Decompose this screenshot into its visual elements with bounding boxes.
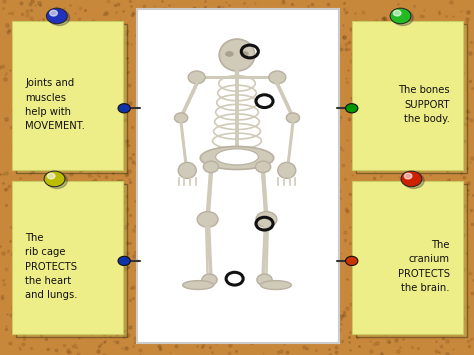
Circle shape bbox=[50, 10, 57, 16]
Circle shape bbox=[255, 161, 271, 173]
Circle shape bbox=[286, 113, 300, 123]
Text: The
rib cage
PROTECTS
the heart
and lungs.: The rib cage PROTECTS the heart and lung… bbox=[25, 233, 78, 300]
Circle shape bbox=[202, 274, 217, 285]
Circle shape bbox=[197, 212, 218, 227]
Circle shape bbox=[256, 212, 277, 227]
Ellipse shape bbox=[216, 149, 258, 165]
FancyBboxPatch shape bbox=[356, 24, 467, 173]
Circle shape bbox=[46, 173, 67, 189]
Circle shape bbox=[44, 171, 65, 187]
Circle shape bbox=[203, 161, 219, 173]
Ellipse shape bbox=[178, 162, 196, 179]
Circle shape bbox=[401, 171, 422, 187]
Circle shape bbox=[393, 10, 401, 16]
Circle shape bbox=[346, 256, 358, 266]
FancyBboxPatch shape bbox=[16, 24, 127, 173]
FancyBboxPatch shape bbox=[352, 181, 463, 334]
Text: Joints and
muscles
help with
MOVEMENT.: Joints and muscles help with MOVEMENT. bbox=[25, 78, 85, 131]
Ellipse shape bbox=[219, 39, 255, 71]
Ellipse shape bbox=[260, 280, 291, 290]
Ellipse shape bbox=[182, 280, 213, 290]
Circle shape bbox=[346, 104, 358, 113]
Text: The bones
SUPPORT
the body.: The bones SUPPORT the body. bbox=[398, 86, 450, 124]
Circle shape bbox=[118, 256, 130, 266]
Circle shape bbox=[404, 173, 412, 179]
Ellipse shape bbox=[278, 162, 296, 179]
Circle shape bbox=[47, 173, 55, 179]
Circle shape bbox=[392, 10, 413, 26]
FancyBboxPatch shape bbox=[12, 181, 123, 334]
FancyBboxPatch shape bbox=[16, 184, 127, 337]
Circle shape bbox=[269, 71, 286, 84]
FancyBboxPatch shape bbox=[137, 9, 339, 343]
Ellipse shape bbox=[225, 51, 234, 57]
Circle shape bbox=[174, 113, 188, 123]
Circle shape bbox=[257, 274, 272, 285]
Circle shape bbox=[188, 71, 205, 84]
FancyBboxPatch shape bbox=[352, 21, 463, 170]
Circle shape bbox=[46, 8, 67, 24]
FancyBboxPatch shape bbox=[356, 184, 467, 337]
Ellipse shape bbox=[240, 51, 249, 57]
Circle shape bbox=[403, 173, 424, 189]
Text: The
cranium
PROTECTS
the brain.: The cranium PROTECTS the brain. bbox=[398, 240, 450, 293]
FancyBboxPatch shape bbox=[12, 21, 123, 170]
Ellipse shape bbox=[200, 146, 274, 169]
Circle shape bbox=[390, 8, 411, 24]
Circle shape bbox=[49, 10, 70, 26]
Circle shape bbox=[118, 104, 130, 113]
